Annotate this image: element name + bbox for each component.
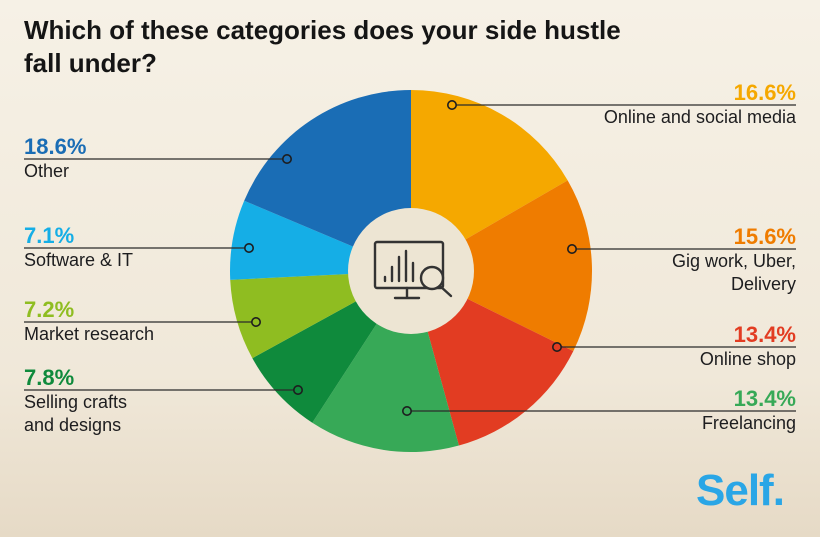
label-software-and-it: 7.1% Software & IT — [24, 223, 133, 272]
label-name-online-shop: Online shop — [700, 348, 796, 371]
label-name-line-1: Gig work, Uber, — [671, 251, 796, 271]
pie-slice-gig-work-uber-delivery — [411, 180, 593, 352]
label-value-freelancing: 13.4% — [733, 386, 796, 411]
label-name-software-and-it: Software & IT — [24, 249, 133, 272]
chart-magnifier-icon — [373, 240, 453, 300]
label-name-line-1: Other — [24, 161, 70, 181]
label-value-online-shop: 13.4% — [733, 322, 796, 347]
label-name-freelancing: Freelancing — [702, 412, 796, 435]
leader-dot-market-research — [251, 316, 262, 327]
label-name-line-2: Delivery — [730, 274, 796, 294]
leader-dot-online-shop — [551, 341, 562, 352]
chart-title: Which of these categories does your side… — [24, 14, 764, 80]
leader-dot-freelancing — [401, 405, 412, 416]
label-value-online-and-social-media: 16.6% — [733, 80, 796, 105]
leader-dot-other — [281, 154, 292, 165]
label-value-other: 18.6% — [24, 134, 87, 159]
self-logo: Self. — [696, 466, 785, 515]
label-value-market-research: 7.2% — [24, 297, 75, 322]
label-online-shop: 13.4% Online shop — [700, 322, 796, 371]
label-name-line-1: Online and social media — [603, 107, 796, 127]
magnifier-handle — [438, 284, 453, 298]
center-disc — [348, 208, 474, 334]
label-selling-crafts-and-designs: 7.8% Selling crafts and designs — [24, 365, 127, 437]
label-other: 18.6% Other — [24, 134, 86, 183]
magnifier-lens — [419, 265, 445, 291]
monitor-screen — [373, 240, 445, 290]
label-name-other: Other — [24, 160, 86, 183]
leader-dot-online-and-social-media — [446, 100, 457, 111]
label-value-software-and-it: 7.1% — [24, 223, 75, 248]
label-name-line-1: Selling crafts — [24, 392, 128, 412]
label-name-online-and-social-media: Online and social media — [604, 106, 796, 129]
chart-title-line-1: Which of these categories does your side… — [24, 15, 621, 45]
label-value-gig-work-uber-delivery: 15.6% — [733, 224, 796, 249]
leader-dot-selling-crafts-and-designs — [292, 384, 303, 395]
label-name-line-1: Software & IT — [24, 250, 134, 270]
label-market-research: 7.2% Market research — [24, 297, 154, 346]
label-name-selling-crafts-and-designs: Selling crafts and designs — [24, 391, 127, 437]
leader-dot-software-and-it — [244, 243, 255, 254]
chart-title-line-2: fall under? — [24, 48, 157, 78]
leader-dot-gig-work-uber-delivery — [566, 244, 577, 255]
label-freelancing: 13.4% Freelancing — [702, 386, 796, 435]
label-name-gig-work-uber-delivery: Gig work, Uber, Delivery — [672, 250, 796, 296]
label-online-and-social-media: 16.6% Online and social media — [604, 80, 796, 129]
label-name-line-2: and designs — [24, 415, 122, 435]
label-name-line-1: Freelancing — [701, 413, 796, 433]
label-name-line-1: Market research — [24, 324, 155, 344]
label-name-line-1: Online shop — [699, 349, 796, 369]
label-value-selling-crafts-and-designs: 7.8% — [24, 365, 75, 390]
label-name-market-research: Market research — [24, 323, 154, 346]
label-gig-work-uber-delivery: 15.6% Gig work, Uber, Delivery — [672, 224, 796, 296]
